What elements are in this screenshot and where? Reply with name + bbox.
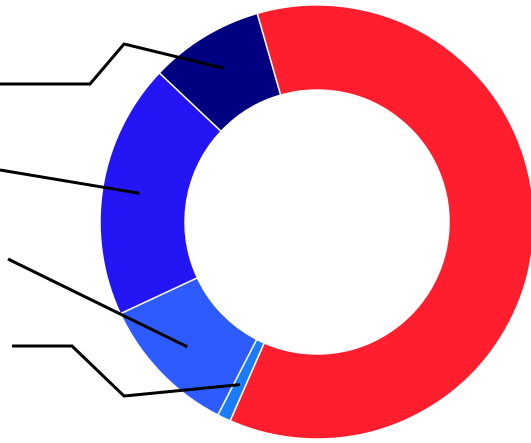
leader-line-4 <box>0 168 140 195</box>
leader-line-3 <box>7 257 188 349</box>
donut-slice-1 <box>229 4 531 440</box>
leader-line-5 <box>0 42 224 86</box>
donut-slice-5 <box>158 12 282 133</box>
leader-line-2 <box>12 344 240 398</box>
donut-slice-4 <box>99 71 223 315</box>
